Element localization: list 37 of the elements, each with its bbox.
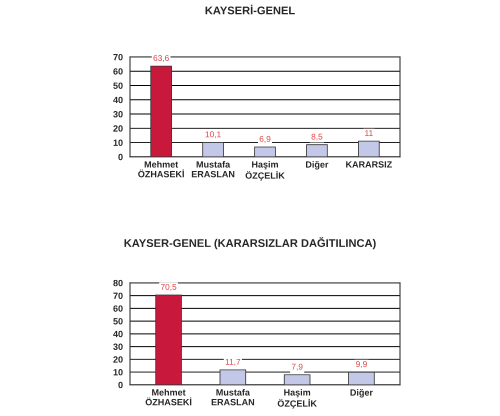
chart-title: KAYSER-GENEL (KARARSIZLAR DAĞITILINCA) xyxy=(124,237,376,250)
data-label: 6,9 xyxy=(260,136,270,143)
x-tick-label: Haşim ÖZÇELİK xyxy=(246,161,285,181)
x-tick-label: Mustafa ERASLAN xyxy=(192,161,234,178)
chart-title: KAYSERİ-GENEL xyxy=(206,4,295,14)
data-label: 11 xyxy=(365,130,373,136)
x-tick-label: Diğer xyxy=(306,161,328,170)
y-tick-label: 30 xyxy=(113,344,123,350)
x-tick-label: Haşim ÖZÇELİK xyxy=(278,388,317,409)
y-tick-label: 20 xyxy=(113,356,123,363)
y-tick-label: 40 xyxy=(113,96,123,104)
y-tick-label: 20 xyxy=(113,125,123,132)
x-tick-label: KARARSIZ xyxy=(346,161,392,168)
data-label: 9,9 xyxy=(356,361,367,368)
x-tick-label: Mustafa ERASLAN xyxy=(212,388,254,406)
y-tick-label: 60 xyxy=(113,68,123,75)
x-tick-label: Mehmet ÖZHASEKİ xyxy=(138,161,184,178)
data-label: 10,1 xyxy=(206,131,221,138)
y-tick-label: 70 xyxy=(113,292,123,299)
data-label: 7,9 xyxy=(292,364,303,371)
y-tick-label: 30 xyxy=(113,111,123,118)
y-tick-label: 50 xyxy=(113,82,123,89)
y-tick-label: 80 xyxy=(113,280,123,286)
y-tick-label: 70 xyxy=(113,54,123,60)
y-tick-label: 50 xyxy=(113,318,123,324)
x-tick-label: Mehmet ÖZHASEKİ xyxy=(146,388,192,406)
y-tick-label: 0 xyxy=(118,382,123,388)
y-tick-label: 0 xyxy=(118,154,123,160)
y-tick-label: 10 xyxy=(114,369,123,376)
data-label: 8,5 xyxy=(311,134,322,141)
data-label: 70,5 xyxy=(160,284,176,291)
x-tick-label: Diğer xyxy=(350,388,373,398)
data-label: 11,7 xyxy=(226,358,240,366)
data-label: 63,6 xyxy=(153,55,169,62)
y-tick-label: 40 xyxy=(113,330,123,338)
y-tick-label: 60 xyxy=(113,305,123,312)
y-tick-label: 10 xyxy=(114,140,123,146)
